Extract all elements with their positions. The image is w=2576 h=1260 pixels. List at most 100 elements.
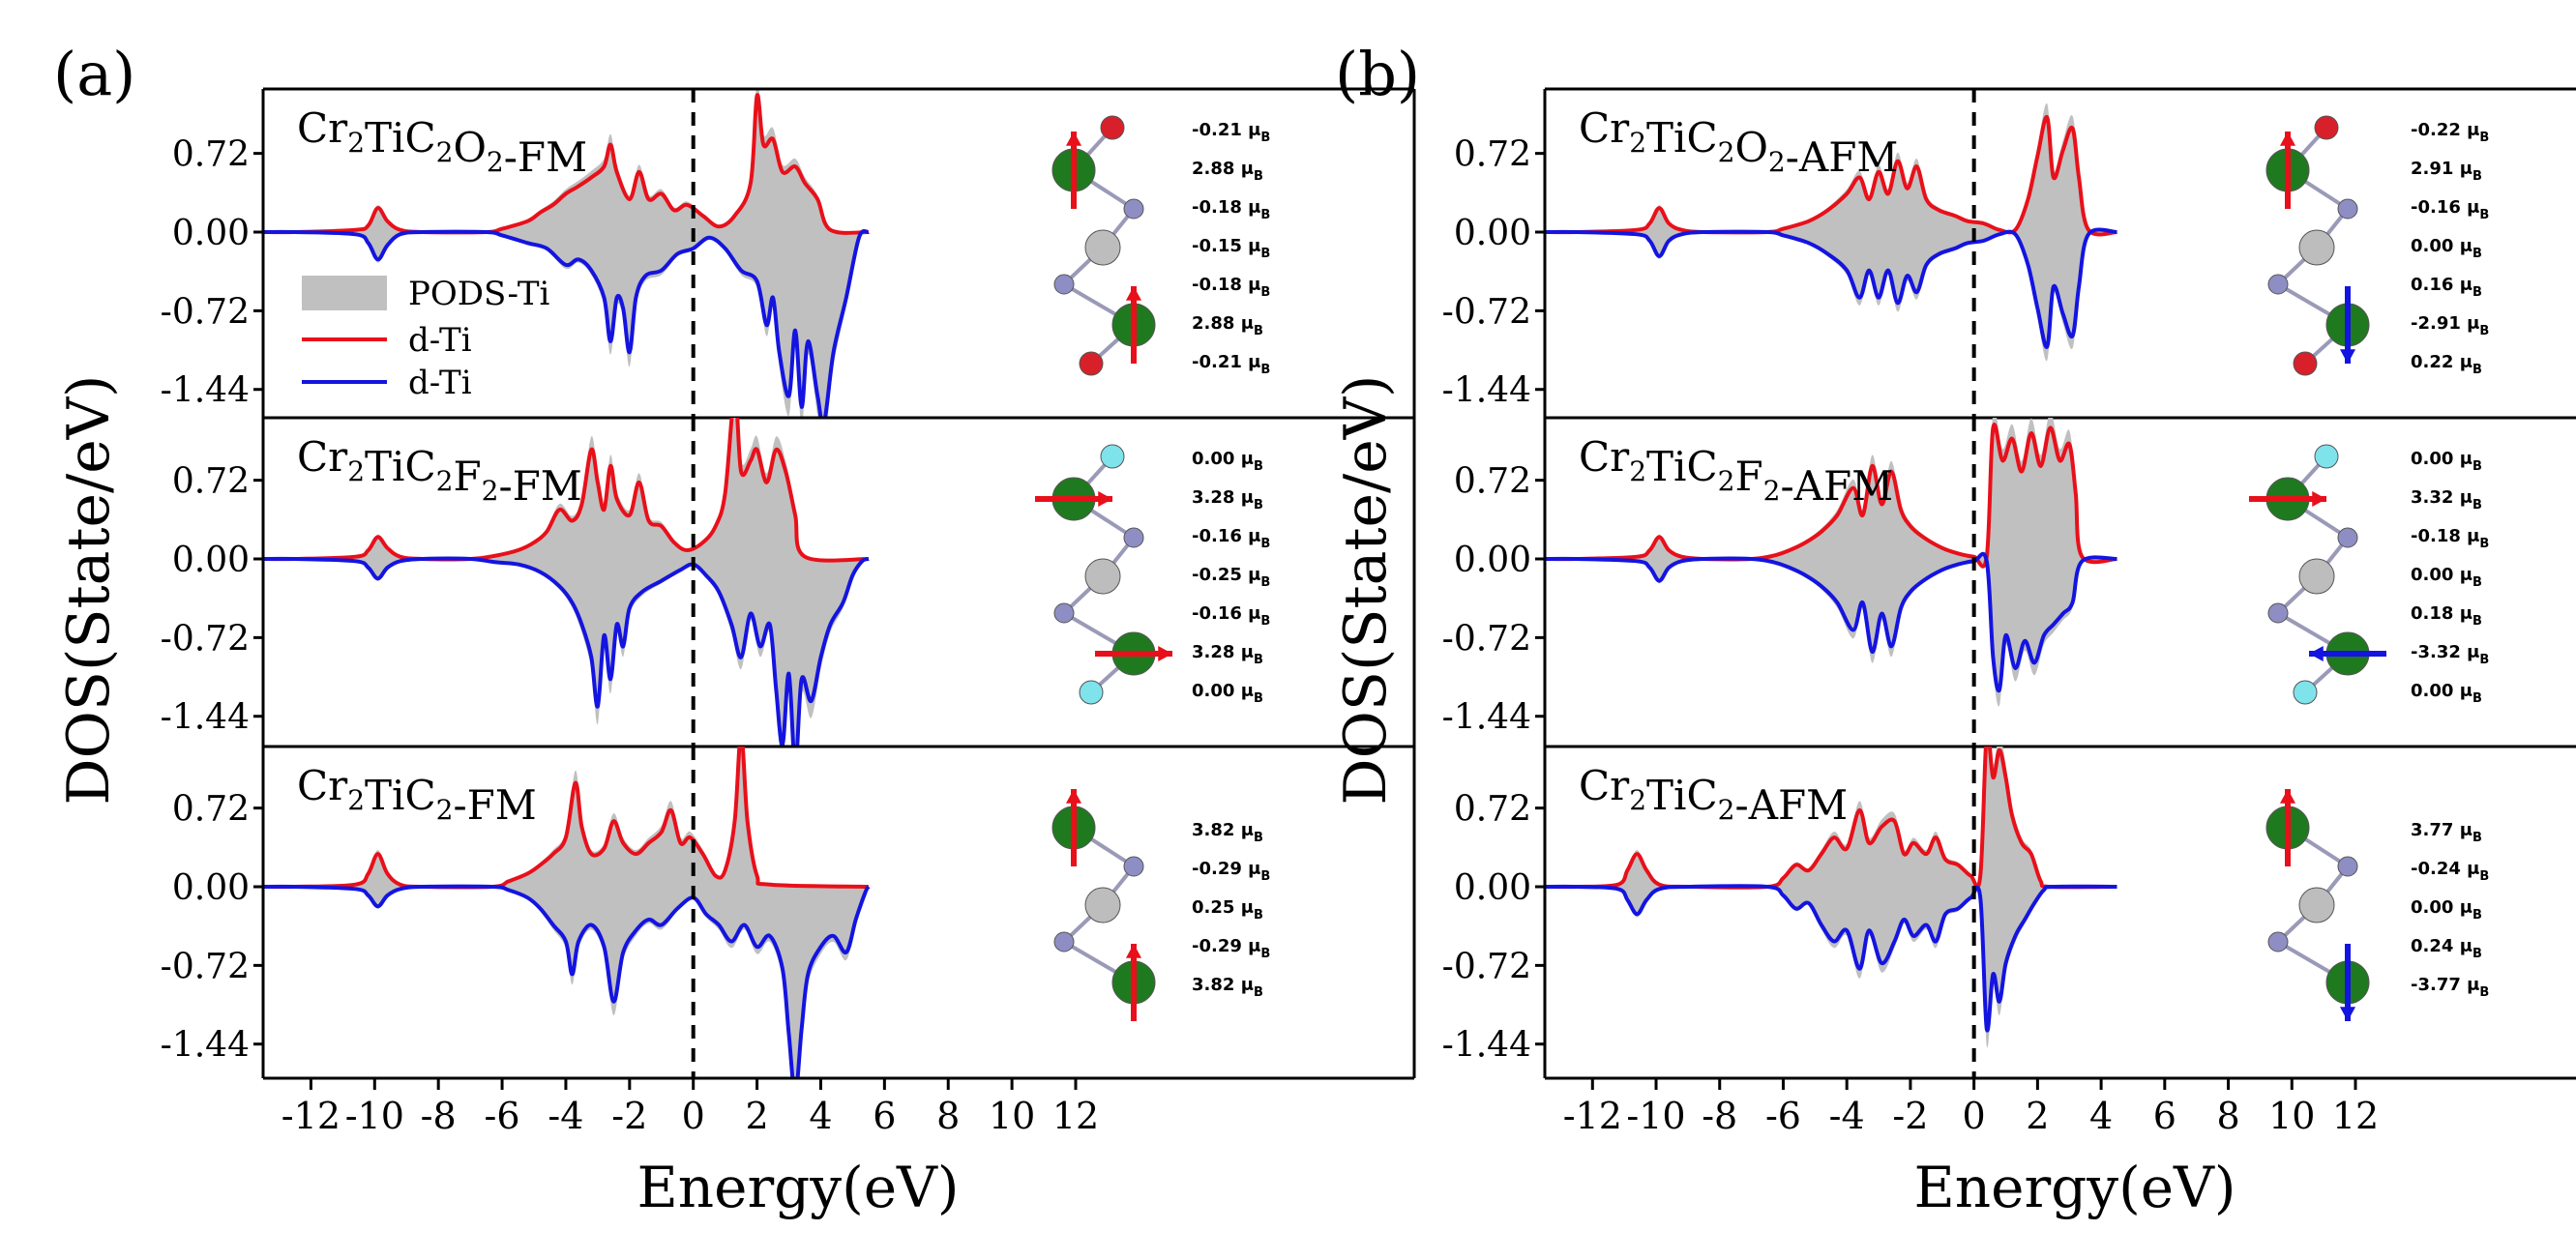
y-tick-label: -0.72 bbox=[161, 292, 250, 332]
formula-subscript: 2 bbox=[347, 784, 365, 816]
moment-unit-subscript: B bbox=[2479, 653, 2489, 667]
moment-unit-subscript: B bbox=[2472, 459, 2482, 474]
magnetic-moment: 0.00 μB bbox=[2411, 565, 2482, 590]
structure-model bbox=[2265, 789, 2370, 1021]
formula-part: O bbox=[453, 124, 486, 171]
x-tick-label: 6 bbox=[2153, 1095, 2176, 1137]
x-tick-label: -12 bbox=[281, 1095, 341, 1137]
panel-b-xlabel: Energy(eV) bbox=[1913, 1155, 2235, 1220]
carbon-atom bbox=[2337, 856, 2358, 877]
moment-unit: μ bbox=[2460, 603, 2472, 624]
moment-unit-subscript: B bbox=[2472, 169, 2482, 184]
formula-part: Cr bbox=[297, 762, 348, 809]
y-tick-label: 0.72 bbox=[172, 790, 250, 830]
panel-a-ylabel: DOS(State/eV) bbox=[55, 375, 123, 806]
spin-arrow-head bbox=[1158, 645, 1172, 662]
carbon-atom bbox=[1053, 602, 1075, 624]
moment-unit-subscript: B bbox=[2479, 131, 2489, 145]
x-tick-label: -12 bbox=[1563, 1095, 1622, 1137]
moment-unit: μ bbox=[1241, 820, 1254, 840]
spin-arrow-head bbox=[2339, 1007, 2356, 1021]
magnetic-moment: -0.18 μB bbox=[1192, 197, 1270, 222]
x-tick-label: 0 bbox=[1963, 1095, 1986, 1137]
row-plot-area bbox=[263, 418, 870, 747]
formula-part: Cr bbox=[297, 433, 348, 481]
magnetic-moment: -0.16 μB bbox=[2411, 197, 2489, 222]
magnetic-moment: 0.00 μB bbox=[2411, 236, 2482, 261]
moment-unit-subscript: B bbox=[1254, 691, 1263, 706]
magnetic-moment: 3.32 μB bbox=[2411, 487, 2482, 513]
x-tick-label: 2 bbox=[745, 1095, 768, 1137]
titanium-atom bbox=[2298, 887, 2335, 923]
y-tick-label: -1.44 bbox=[1442, 371, 1531, 411]
magnetic-moment: -0.24 μB bbox=[2411, 859, 2489, 884]
titanium-atom bbox=[2298, 229, 2335, 266]
y-tick-label: 0.72 bbox=[1454, 790, 1531, 830]
moment-unit: μ bbox=[2460, 159, 2472, 179]
spin-arrow-head bbox=[1125, 944, 1142, 958]
x-tick-label: -6 bbox=[485, 1095, 520, 1137]
moment-unit: μ bbox=[2467, 120, 2479, 140]
y-tick-label: -1.44 bbox=[1442, 698, 1531, 738]
formula-part: Cr bbox=[1579, 104, 1630, 152]
oxygen-atom bbox=[1079, 351, 1104, 376]
moment-unit-subscript: B bbox=[2479, 208, 2489, 222]
moment-unit-subscript: B bbox=[2472, 947, 2482, 961]
magnetic-moment: 3.28 μB bbox=[1192, 487, 1263, 513]
formula-part: -AFM bbox=[1734, 781, 1848, 829]
formula-subscript: 2 bbox=[482, 475, 499, 507]
magnetic-moment: -0.29 μB bbox=[1192, 859, 1270, 884]
moment-unit: μ bbox=[1241, 487, 1254, 508]
oxygen-atom bbox=[1100, 115, 1125, 140]
moment-unit-subscript: B bbox=[1260, 208, 1270, 222]
moment-unit: μ bbox=[1248, 936, 1260, 956]
legend-label-pods: PODS-Ti bbox=[408, 275, 550, 313]
titanium-atom bbox=[1084, 887, 1121, 923]
magnetic-moment: -0.25 μB bbox=[1192, 565, 1270, 590]
moment-unit-subscript: B bbox=[1254, 908, 1263, 923]
structure-model bbox=[1035, 444, 1172, 705]
spin-arrow-head bbox=[1098, 490, 1112, 508]
x-tick-label: -8 bbox=[421, 1095, 457, 1137]
magnetic-moment: 0.00 μB bbox=[1192, 449, 1263, 474]
formula-part: -FM bbox=[504, 133, 587, 181]
moment-unit-subscript: B bbox=[1260, 363, 1270, 377]
formula-subscript: 2 bbox=[436, 136, 454, 168]
magnetic-moment: 3.82 μB bbox=[1192, 820, 1263, 845]
magnetic-moment: -0.15 μB bbox=[1192, 236, 1270, 261]
magnetic-moment: 0.00 μB bbox=[1192, 681, 1263, 706]
pods-ti-area-down bbox=[263, 230, 869, 418]
moment-unit: μ bbox=[2460, 275, 2472, 295]
titanium-atom bbox=[1084, 229, 1121, 266]
y-tick-label: 0.00 bbox=[172, 868, 250, 908]
structure-model bbox=[2249, 444, 2386, 705]
moment-unit-subscript: B bbox=[2472, 575, 2482, 590]
x-tick-label: 8 bbox=[2216, 1095, 2239, 1137]
moment-unit-subscript: B bbox=[2472, 691, 2482, 706]
d-ti-down-line bbox=[263, 228, 870, 418]
x-tick-label: 12 bbox=[2332, 1095, 2379, 1137]
carbon-atom bbox=[2337, 527, 2358, 548]
row-plot-area bbox=[1545, 418, 2117, 707]
carbon-atom bbox=[2267, 602, 2289, 624]
formula-part: Cr bbox=[1579, 433, 1630, 481]
moment-unit: μ bbox=[1241, 159, 1254, 179]
magnetic-moment: 0.00 μB bbox=[2411, 449, 2482, 474]
x-tick-label: 4 bbox=[809, 1095, 832, 1137]
moment-unit: μ bbox=[1241, 681, 1254, 701]
y-tick-label: -0.72 bbox=[161, 619, 250, 659]
moment-unit-subscript: B bbox=[1254, 498, 1263, 513]
y-tick-label: 0.00 bbox=[1454, 214, 1531, 253]
moment-unit-subscript: B bbox=[1254, 831, 1263, 845]
d-ti-up-line bbox=[1545, 115, 2117, 237]
pods-ti-area-down bbox=[1545, 553, 2117, 707]
formula-part: Cr bbox=[297, 104, 348, 152]
oxygen-atom bbox=[2314, 115, 2339, 140]
pods-ti-area-up bbox=[1545, 747, 2117, 888]
oxygen-atom bbox=[2293, 351, 2318, 376]
moment-unit: μ bbox=[2460, 236, 2472, 256]
